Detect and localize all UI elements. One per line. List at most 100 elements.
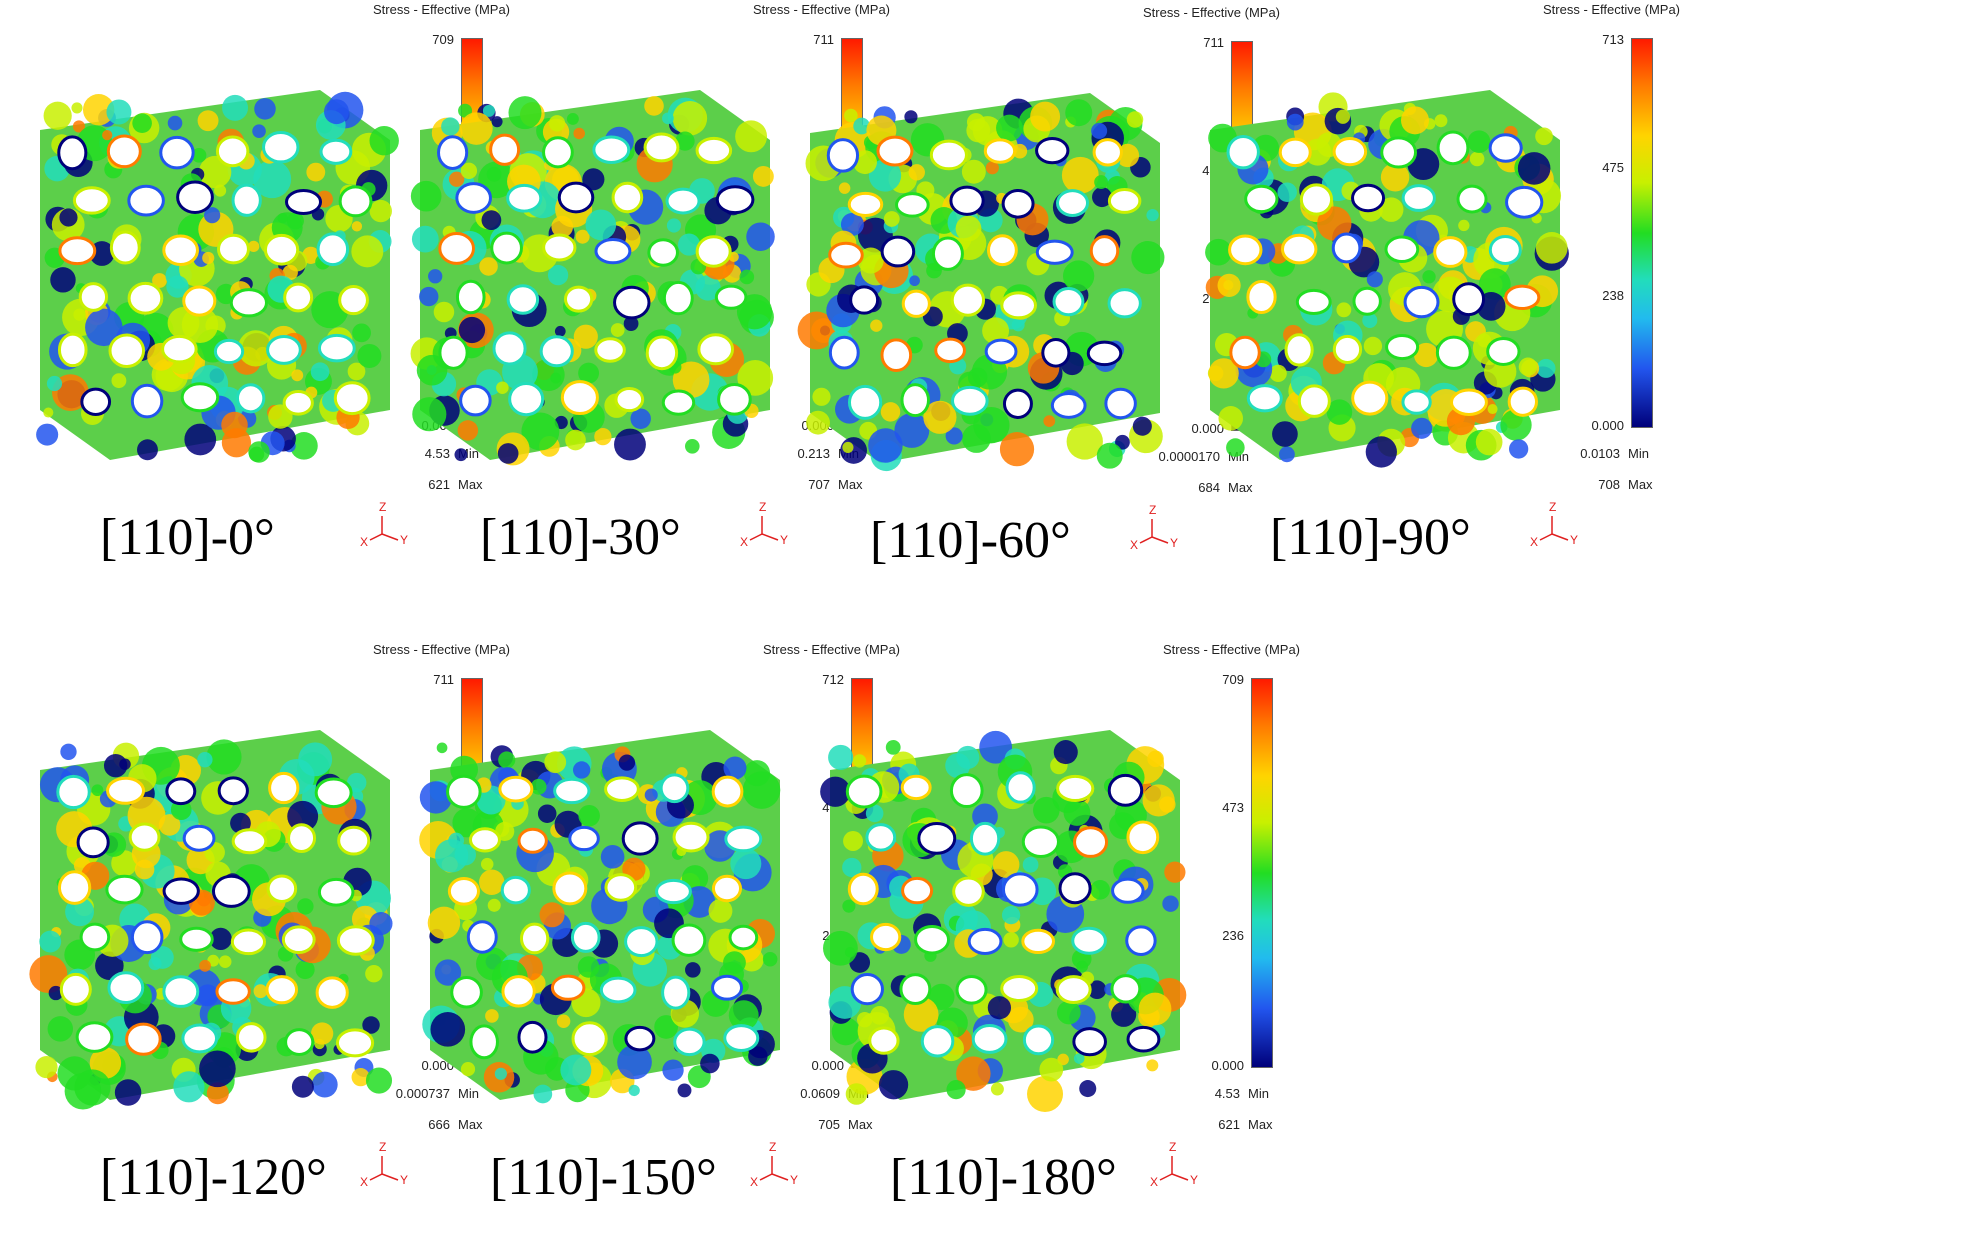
legend-title: Stress - Effective (MPa) [762, 642, 900, 657]
max-label: Max [838, 477, 863, 492]
max-value: 666 [428, 1117, 450, 1132]
axis-x-label: X [750, 1175, 758, 1189]
colorbar-tick-lower: 238 [1602, 288, 1624, 303]
axis-y-label: Y [1190, 1173, 1198, 1187]
stress-lattice-render [419, 730, 781, 1104]
min-value: 4.53 [424, 446, 450, 461]
panel-caption: [110]-90° [1270, 509, 1471, 566]
axis-triad-icon: Z Y X [360, 1140, 408, 1189]
axis-triad-icon: Z Y X [750, 1140, 798, 1189]
colorbar-tick-min: 0.000 [1211, 1058, 1244, 1073]
min-label: Min [458, 1086, 479, 1101]
axis-triad-icon: Z Y X [1530, 500, 1578, 549]
legend-title: Stress - Effective (MPa) [1142, 5, 1280, 20]
min-value: 0.000737 [395, 1086, 450, 1101]
stress-lattice-render [410, 90, 775, 466]
max-label: Max [458, 477, 483, 492]
min-label: Min [1628, 446, 1649, 461]
axis-y-label: Y [400, 1173, 408, 1187]
colorbar-tick-max: 712 [822, 672, 844, 687]
axis-z-label: Z [1549, 500, 1556, 514]
max-stat: 708 Max [1530, 477, 1664, 492]
colorbar-tick-max: 711 [813, 32, 834, 47]
min-stat: 0.000737 Min [360, 1086, 494, 1101]
max-stat: 707 Max [740, 477, 874, 492]
axis-triad-icon: Z Y X [360, 500, 408, 549]
panel-110-0: Stress - Effective (MPa) 709 473 236 0.0… [10, 0, 510, 620]
max-value: 707 [808, 477, 830, 492]
colorbar-tick-lower: 236 [1222, 928, 1244, 943]
axis-z-label: Z [379, 1140, 386, 1154]
axis-x-label: X [1130, 538, 1138, 552]
axis-x-label: X [740, 535, 748, 549]
min-value: 0.0609 [800, 1086, 840, 1101]
legend-title: Stress - Effective (MPa) [372, 642, 510, 657]
axis-y-label: Y [400, 533, 408, 547]
axis-x-label: X [1150, 1175, 1158, 1189]
stress-colorbar [1251, 678, 1273, 1068]
axis-y-label: Y [1570, 533, 1578, 547]
panel-110-180: Stress - Effective (MPa) 709 473 236 0.0… [800, 640, 1300, 1260]
min-value: 0.0000170 [1158, 449, 1220, 464]
min-stat: 0.0103 Min [1530, 446, 1664, 461]
max-label: Max [1248, 1117, 1273, 1132]
colorbar-tick-min: 0.000 [1191, 421, 1224, 436]
panel-caption: [110]-30° [480, 509, 681, 566]
colorbar-tick-upper: 473 [1222, 800, 1244, 815]
panel-caption: [110]-180° [890, 1149, 1117, 1206]
max-label: Max [458, 1117, 483, 1132]
max-stat: 621 Max [360, 477, 494, 492]
axis-x-label: X [360, 535, 368, 549]
panel-110-30: Stress - Effective (MPa) 711 474 237 0.0… [390, 0, 890, 620]
stress-lattice-render [29, 730, 393, 1110]
min-label: Min [1248, 1086, 1269, 1101]
axis-y-label: Y [780, 533, 788, 547]
max-label: Max [1228, 480, 1253, 495]
panel-110-120: Stress - Effective (MPa) 711 474 237 0.0… [10, 640, 510, 1260]
stress-lattice-render [797, 93, 1165, 472]
axis-x-label: X [1530, 535, 1538, 549]
max-value: 621 [1218, 1117, 1240, 1132]
legend-title: Stress - Effective (MPa) [1162, 642, 1300, 657]
max-value: 705 [818, 1117, 840, 1132]
colorbar-tick-max: 713 [1602, 32, 1624, 47]
max-value: 684 [1198, 480, 1220, 495]
legend-title: Stress - Effective (MPa) [1542, 2, 1680, 17]
max-value: 708 [1598, 477, 1620, 492]
axis-z-label: Z [769, 1140, 776, 1154]
colorbar-tick-min: 0.000 [811, 1058, 844, 1073]
stress-lattice-render [1205, 90, 1569, 468]
panel-caption: [110]-60° [870, 512, 1071, 569]
min-stat: 4.53 Min [1150, 1086, 1284, 1101]
colorbar-tick-min: 0.000 [1591, 418, 1624, 433]
max-stat: 705 Max [750, 1117, 884, 1132]
max-stat: 684 Max [1130, 480, 1264, 495]
axis-z-label: Z [379, 500, 386, 514]
colorbar-tick-max: 709 [1222, 672, 1244, 687]
legend-title: Stress - Effective (MPa) [372, 2, 510, 17]
stress-lattice-render [820, 730, 1187, 1113]
colorbar-tick-max: 711 [433, 672, 454, 687]
min-value: 0.0103 [1580, 446, 1620, 461]
panel-110-150: Stress - Effective (MPa) 712 474 237 0.0… [400, 640, 900, 1260]
min-value: 0.213 [797, 446, 830, 461]
axis-z-label: Z [1149, 503, 1156, 517]
axis-z-label: Z [1169, 1140, 1176, 1154]
colorbar-tick-max: 711 [1203, 35, 1224, 50]
max-label: Max [1628, 477, 1653, 492]
max-stat: 666 Max [360, 1117, 494, 1132]
min-value: 4.53 [1214, 1086, 1240, 1101]
max-value: 621 [428, 477, 450, 492]
axis-triad-icon: Z Y X [740, 500, 788, 549]
panel-caption: [110]-120° [100, 1149, 327, 1206]
max-label: Max [848, 1117, 873, 1132]
colorbar-tick-upper: 475 [1602, 160, 1624, 175]
axis-y-label: Y [1170, 536, 1178, 550]
max-stat: 621 Max [1150, 1117, 1284, 1132]
panel-110-90: Stress - Effective (MPa) 713 475 238 0.0… [1180, 0, 1680, 620]
axis-x-label: X [360, 1175, 368, 1189]
stress-colorbar [1631, 38, 1653, 428]
axis-triad-icon: Z Y X [1150, 1140, 1198, 1189]
axis-triad-icon: Z Y X [1130, 503, 1178, 552]
axis-y-label: Y [790, 1173, 798, 1187]
